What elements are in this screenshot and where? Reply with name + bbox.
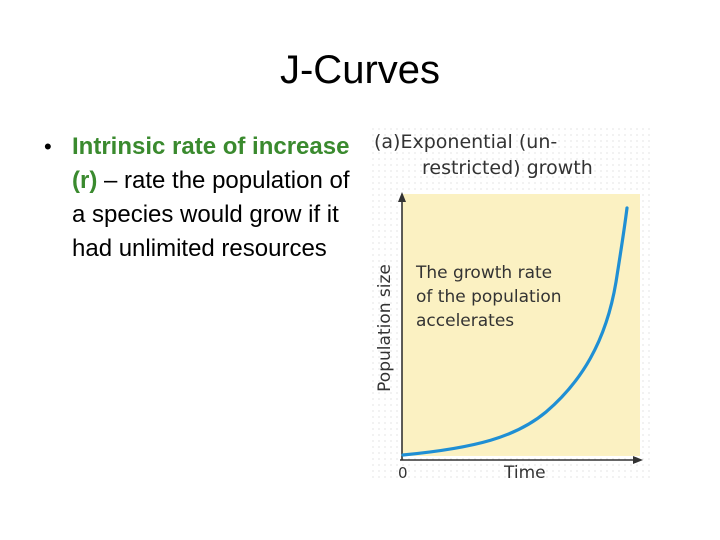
panel-label: (a) [374,131,400,153]
slide-title-text: J-Curves [279,48,441,92]
annotation-line1: The growth rate [415,263,552,283]
heading-text-1: Exponential (un- [400,131,557,153]
figure-heading-line2: restricted) growth [422,157,593,179]
origin-label: 0 [398,464,408,482]
slide-title: J-Curves [0,46,720,94]
y-axis-arrow-icon [398,192,406,202]
exponential-growth-figure: (a)Exponential (un- restricted) growth T… [370,126,652,483]
bullet-list: • Intrinsic rate of increase (r) – rate … [44,130,359,266]
bullet-definition: – rate the population of a species would… [72,167,350,262]
annotation-line3: accelerates [416,311,514,331]
x-axis-arrow-icon [633,456,643,464]
x-axis-label: Time [503,463,546,483]
bullet-marker: • [44,134,52,159]
figure-heading-line1: (a)Exponential (un- [374,131,557,153]
annotation-line2: of the population [416,287,562,307]
exponential-curve [401,206,629,457]
plot-area [402,194,640,456]
y-axis-label: Population size [375,264,395,392]
bullet-term: Intrinsic rate of increase (r) [72,133,350,194]
bullet-item: Intrinsic rate of increase (r) – rate th… [72,130,359,266]
